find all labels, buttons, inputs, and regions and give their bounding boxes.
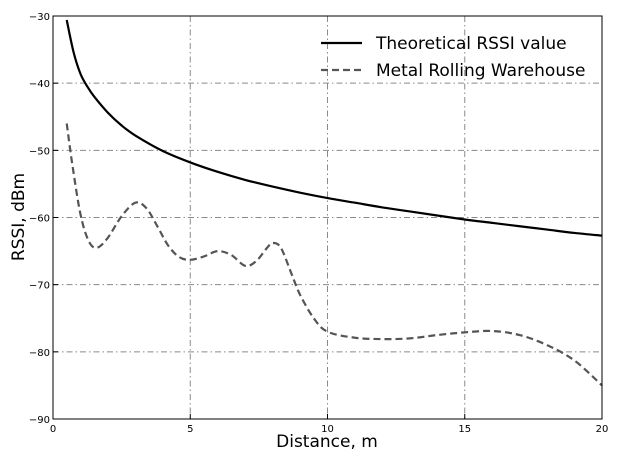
y-tick-label: −30 xyxy=(29,12,50,23)
y-tick-label: −40 xyxy=(29,79,50,90)
legend-label-theoretical: Theoretical RSSI value xyxy=(375,34,567,54)
y-tick-label: −70 xyxy=(29,281,50,292)
x-tick-label: 10 xyxy=(321,424,334,435)
x-tick-label: 20 xyxy=(596,424,609,435)
plot-series xyxy=(65,19,603,387)
x-tick-label: 0 xyxy=(50,424,56,435)
legend-label-warehouse: Metal Rolling Warehouse xyxy=(376,61,585,81)
y-tick-label: −50 xyxy=(29,146,50,157)
y-axis-label: RSSI, dBm xyxy=(9,173,29,261)
y-tick-label: −80 xyxy=(29,348,50,359)
grid-lines xyxy=(53,16,602,419)
y-tick-label: −90 xyxy=(29,415,50,426)
legend: Theoretical RSSI value Metal Rolling War… xyxy=(321,34,585,81)
x-axis-label: Distance, m xyxy=(276,432,378,452)
x-tick-label: 15 xyxy=(458,424,471,435)
x-tick-label: 5 xyxy=(187,424,193,435)
series-line-theoretical xyxy=(65,19,603,237)
series-line-warehouse xyxy=(65,123,603,387)
tick-labels: 0 5 10 15 20 −90 −80 −70 −60 −50 −40 −30 xyxy=(29,12,608,435)
y-tick-label: −60 xyxy=(29,214,50,225)
